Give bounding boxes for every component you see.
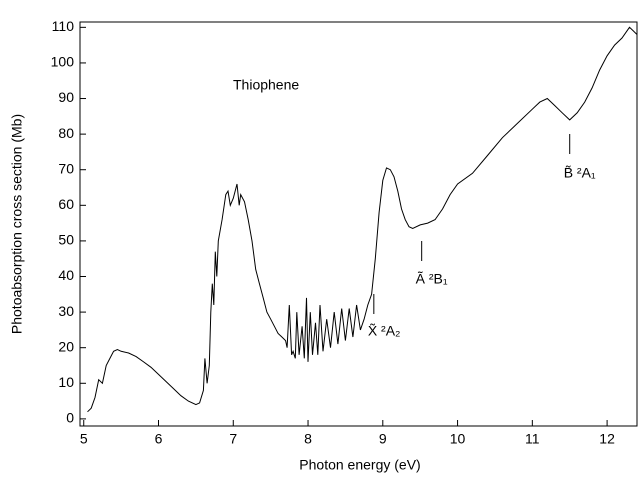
x-tick-label: 9 [379,431,387,447]
plot-frame [79,21,638,427]
y-tick-label: 70 [58,160,74,176]
x-tick-label: 6 [155,431,163,447]
annotation: Thiophene [233,77,299,93]
y-tick-label: 80 [58,125,74,141]
annotation: Ã ²B₁ [416,271,448,287]
x-tick-label: 5 [80,431,88,447]
y-tick-label: 60 [58,196,74,212]
y-tick-label: 110 [52,18,75,34]
x-axis-label: Photon energy (eV) [299,457,420,473]
x-tick-label: 7 [229,431,237,447]
annotation: X̃ ²A₂ [368,322,401,338]
y-tick-label: 40 [58,267,74,283]
y-tick-label: 30 [58,303,74,319]
y-tick-label: 50 [58,232,74,248]
y-tick-label: 100 [51,54,75,70]
y-tick-label: 90 [58,89,74,105]
y-tick-label: 10 [58,374,74,390]
y-axis-label: Photoabsorption cross section (Mb) [9,114,25,334]
x-tick-label: 10 [450,431,466,447]
data-line [87,26,638,413]
x-tick-label: 11 [525,431,540,447]
y-tick-label: 0 [66,410,74,426]
annotation: B̃ ²A₁ [564,164,596,180]
y-tick-label: 20 [58,338,74,354]
x-tick-label: 8 [304,431,312,447]
x-tick-label: 12 [599,431,615,447]
